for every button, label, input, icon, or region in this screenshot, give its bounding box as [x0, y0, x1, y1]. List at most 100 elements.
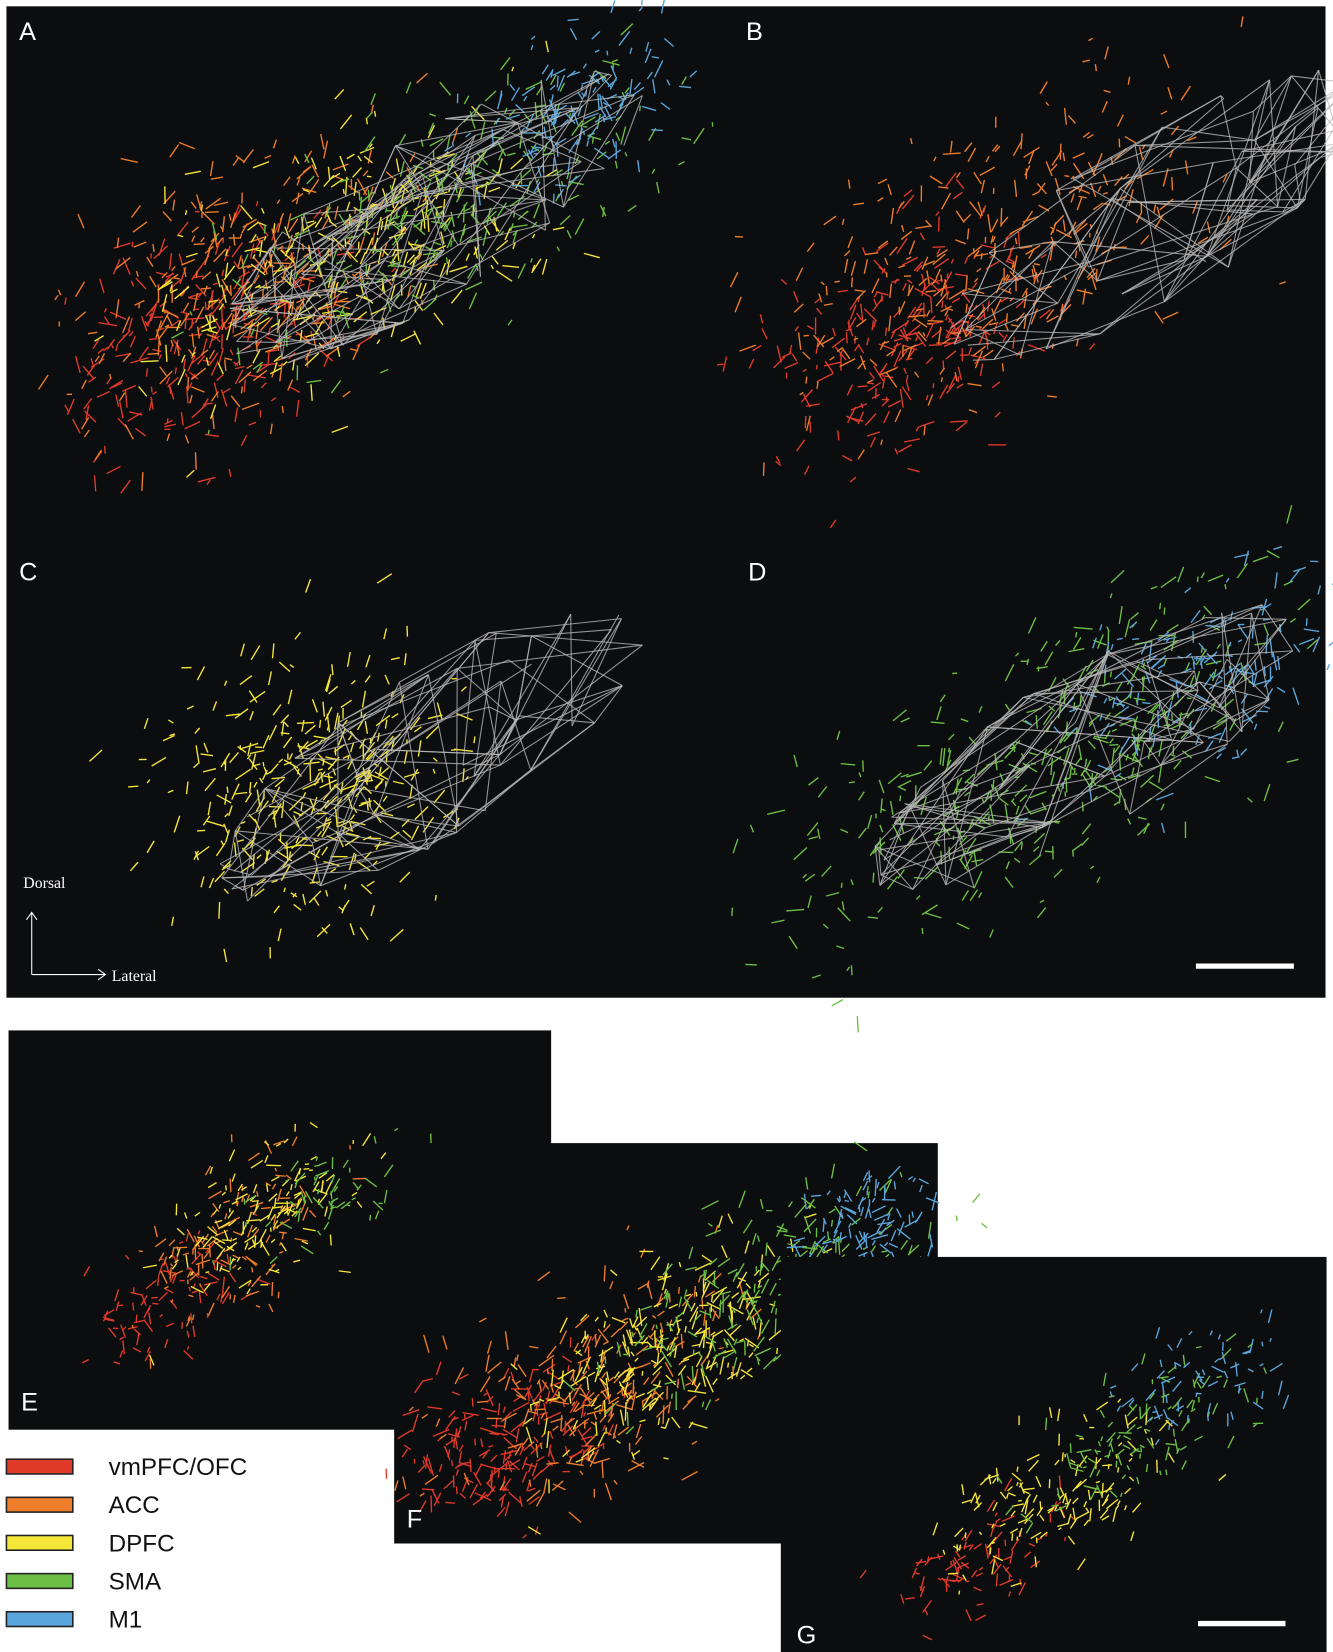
- fiber: [557, 1298, 565, 1299]
- fiber: [866, 1236, 867, 1248]
- fiber: [1060, 144, 1061, 160]
- fiber: [776, 1308, 777, 1314]
- fiber: [787, 1244, 792, 1245]
- fiber: [948, 1573, 959, 1574]
- fiber: [696, 1292, 697, 1296]
- fiber: [932, 247, 945, 248]
- fiber: [1166, 1469, 1167, 1475]
- fiber: [206, 1272, 210, 1273]
- fiber: [623, 1354, 628, 1355]
- fiber: [1205, 626, 1220, 627]
- fiber: [498, 1470, 499, 1477]
- fiber: [173, 1247, 187, 1248]
- fiber: [958, 376, 959, 382]
- fiber: [1169, 1424, 1170, 1430]
- fiber: [205, 302, 206, 310]
- fiber: [604, 1400, 605, 1417]
- fiber: [456, 1486, 457, 1494]
- fiber: [1055, 822, 1060, 823]
- fiber: [534, 1409, 545, 1410]
- fiber: [754, 1284, 755, 1293]
- fiber: [873, 873, 874, 883]
- fiber: [858, 386, 868, 387]
- fiber: [1012, 1533, 1013, 1540]
- fiber: [717, 364, 723, 365]
- fiber: [851, 965, 852, 975]
- fiber: [1164, 608, 1165, 615]
- fiber: [1152, 1412, 1157, 1413]
- fiber: [217, 1263, 218, 1271]
- fiber: [787, 1247, 805, 1248]
- fiber: [468, 168, 469, 173]
- fiber: [663, 1405, 664, 1424]
- fiber: [625, 1308, 626, 1312]
- fiber: [158, 1277, 159, 1286]
- fiber: [1173, 1429, 1174, 1437]
- fiber: [370, 1215, 371, 1221]
- fiber: [1065, 1537, 1066, 1541]
- fiber: [832, 1000, 843, 1006]
- fiber: [472, 1398, 473, 1406]
- fiber: [222, 306, 223, 325]
- fiber: [1091, 773, 1092, 788]
- fiber: [230, 285, 231, 296]
- fiber: [202, 1254, 203, 1268]
- fiber: [475, 1439, 476, 1446]
- fiber: [627, 1412, 628, 1426]
- fiber: [1225, 584, 1226, 589]
- fiber: [502, 1434, 507, 1435]
- fiber: [514, 213, 515, 218]
- fiber: [1327, 664, 1329, 670]
- fiber: [521, 173, 522, 184]
- fiber: [667, 1324, 674, 1325]
- fiber: [959, 1591, 960, 1595]
- fiber: [939, 216, 940, 231]
- fiber: [302, 839, 307, 840]
- fiber: [633, 1387, 634, 1393]
- fiber: [929, 345, 942, 346]
- fiber: [720, 1300, 721, 1317]
- fiber: [345, 239, 346, 247]
- fiber: [147, 353, 158, 354]
- fiber: [151, 387, 152, 393]
- fiber: [692, 1366, 693, 1381]
- fiber: [1001, 208, 1002, 227]
- fiber: [941, 377, 942, 382]
- fiber: [678, 1379, 679, 1389]
- fiber: [474, 736, 475, 743]
- fiber: [949, 748, 950, 752]
- fiber: [604, 1265, 605, 1281]
- fiber: [849, 782, 855, 783]
- fiber: [1102, 1465, 1112, 1466]
- fiber: [367, 176, 371, 177]
- fiber: [1017, 1467, 1018, 1472]
- fiber: [141, 361, 159, 362]
- fiber: [681, 1334, 682, 1349]
- fiber: [167, 418, 168, 422]
- fiber: [656, 1325, 657, 1329]
- fiber: [946, 1583, 947, 1591]
- fiber: [881, 1251, 887, 1252]
- fiber: [177, 1246, 178, 1250]
- fiber: [1141, 1447, 1142, 1452]
- fiber: [244, 1199, 245, 1205]
- fiber: [710, 1308, 711, 1319]
- fiber: [146, 368, 147, 376]
- mesh-edge: [456, 668, 457, 832]
- fiber: [846, 332, 847, 343]
- fiber: [811, 1195, 821, 1196]
- fiber: [561, 1415, 562, 1431]
- fiber: [1118, 1467, 1119, 1472]
- fiber: [1109, 745, 1118, 746]
- fiber: [607, 51, 608, 56]
- fiber: [547, 1369, 548, 1374]
- fiber: [775, 1318, 776, 1334]
- fiber: [941, 851, 942, 865]
- fiber: [272, 1282, 273, 1296]
- fiber: [219, 902, 220, 919]
- fiber: [348, 755, 349, 759]
- fiber: [1142, 703, 1150, 704]
- fiber: [973, 1194, 980, 1203]
- fiber: [857, 1016, 858, 1032]
- fiber: [963, 322, 968, 323]
